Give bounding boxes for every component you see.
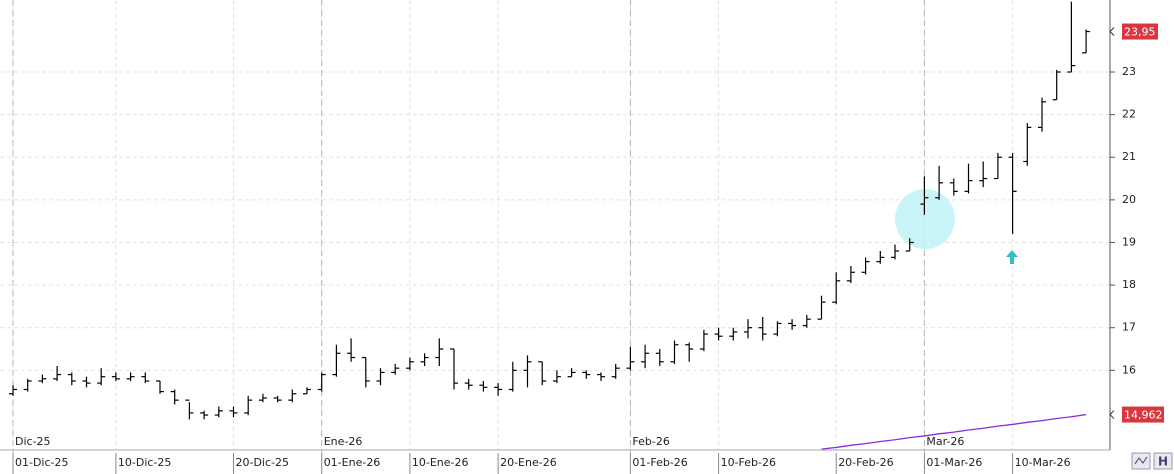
x-tick-label: 01-Dic-25	[15, 456, 69, 469]
y-tick-label: 19	[1122, 235, 1136, 248]
y-tick-label: 21	[1122, 150, 1136, 163]
month-label: Dic-25	[15, 435, 51, 448]
y-tick-label: 17	[1122, 321, 1136, 334]
y-tick-label: 20	[1122, 193, 1136, 206]
x-tick-label: 01-Ene-26	[324, 456, 381, 469]
month-label: Mar-26	[926, 435, 964, 448]
last-price-marker	[1109, 27, 1115, 36]
x-tick-label: 10-Ene-26	[412, 456, 469, 469]
ma-label-box	[1122, 406, 1164, 423]
ma-marker	[1109, 410, 1115, 419]
last-price-label: 23,95	[1124, 26, 1156, 39]
month-label: Feb-26	[632, 435, 669, 448]
x-tick-label: 01-Feb-26	[632, 456, 687, 469]
zoom-icon	[1134, 456, 1148, 465]
h-icon: H	[1158, 455, 1168, 469]
x-tick-label: 10-Dic-25	[118, 456, 172, 469]
y-tick-label: 16	[1122, 363, 1136, 376]
x-tick-label: 20-Feb-26	[838, 456, 893, 469]
y-tick-label: 18	[1122, 278, 1136, 291]
x-tick-label: 20-Ene-26	[500, 456, 557, 469]
last-price-box	[1122, 23, 1158, 40]
x-tick-label: 10-Mar-26	[1015, 456, 1071, 469]
x-tick-label: 10-Feb-26	[721, 456, 776, 469]
x-tick-label: 01-Mar-26	[926, 456, 982, 469]
ma-line	[821, 413, 1087, 450]
y-tick-label: 22	[1122, 108, 1136, 121]
marks	[9, 1, 1091, 450]
grid	[0, 0, 1110, 453]
y-tick-label: 23	[1122, 65, 1136, 78]
highlight-circle	[895, 189, 955, 249]
x-tick-label: 20-Dic-25	[236, 456, 290, 469]
ma-label: 14,962	[1124, 409, 1163, 422]
signal-arrow	[1006, 250, 1018, 264]
month-label: Ene-26	[324, 435, 363, 448]
h-button[interactable]	[1153, 452, 1173, 470]
